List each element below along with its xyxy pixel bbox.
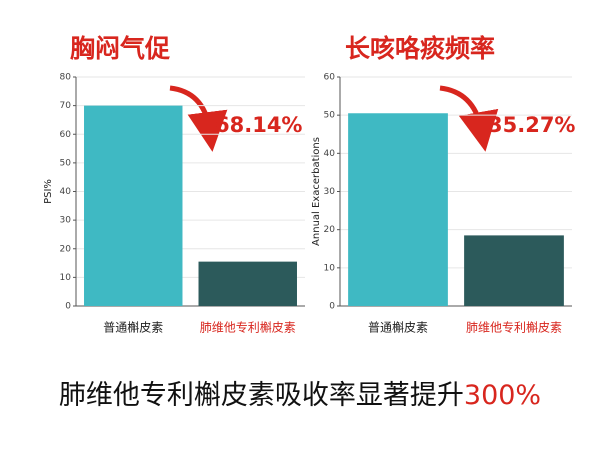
y-axis-label: Annual Exacerbations	[311, 137, 322, 246]
annotation: 68.14%	[215, 113, 302, 137]
y-axis-label: PSI%	[43, 179, 54, 204]
x-tick-label: 肺维他专利槲皮素	[200, 320, 296, 335]
footer-highlight: 300%	[464, 380, 541, 411]
annotation: 35.27%	[488, 113, 575, 137]
bar	[348, 113, 448, 306]
x-tick-label: 普通槲皮素	[368, 321, 428, 335]
footer: 肺维他专利槲皮素吸收率显著提升300%	[59, 380, 541, 411]
y-tick-label: 70	[60, 101, 72, 111]
y-tick-label: 20	[324, 225, 336, 235]
bar	[464, 235, 564, 306]
chart-title: 胸闷气促	[70, 34, 170, 63]
y-tick-label: 30	[60, 216, 72, 226]
y-tick-label: 50	[324, 111, 336, 121]
bar	[198, 261, 297, 306]
arrow	[439, 85, 499, 152]
y-tick-label: 30	[324, 187, 336, 197]
x-tick-label: 肺维他专利槲皮素	[466, 320, 562, 335]
y-tick-label: 60	[60, 130, 72, 140]
y-tick-label: 10	[60, 273, 72, 283]
x-tick-label: 普通槲皮素	[103, 321, 163, 335]
y-tick-label: 0	[329, 302, 335, 312]
y-tick-label: 50	[60, 158, 72, 168]
y-tick-label: 20	[60, 244, 72, 254]
footer-text: 肺维他专利槲皮素吸收率显著提升	[59, 380, 464, 411]
arrow	[169, 85, 228, 152]
y-tick-label: 80	[60, 73, 72, 83]
chart-title: 长咳咯痰频率	[345, 34, 495, 63]
y-tick-label: 10	[324, 263, 336, 273]
y-tick-label: 60	[324, 73, 336, 83]
y-tick-label: 0	[65, 302, 71, 312]
bar	[84, 105, 183, 306]
y-tick-label: 40	[324, 149, 336, 159]
y-tick-label: 40	[60, 187, 72, 197]
